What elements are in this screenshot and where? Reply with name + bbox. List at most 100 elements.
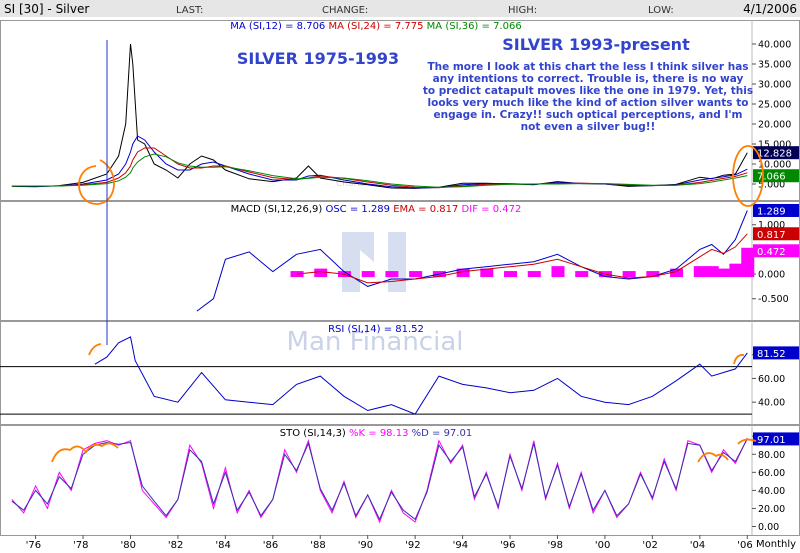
- y-tick-label: 60.00: [758, 468, 785, 479]
- legend-entry: MACD (SI,12,26,9): [231, 204, 323, 215]
- dif-bar: [741, 247, 755, 278]
- panel-legend: MACD (SI,12,26,9) OSC = 1.289 EMA = 0.81…: [231, 204, 522, 215]
- x-axis: '76 '78 '80 '82 '84 '86 '88 '90 '92 '94 '96 '98 '00 '…: [26, 535, 753, 551]
- watermark: Man Financial: [287, 327, 464, 357]
- y-tick-label: 10.000: [758, 160, 791, 171]
- legend-entry: MA (SI,36) = 7.066: [424, 21, 522, 32]
- y-tick-label: -0.500: [758, 294, 789, 305]
- header-bar: [0, 0, 800, 17]
- legend-entry: STO (SI,14,3): [280, 428, 346, 439]
- value-box-label: 81.52: [757, 349, 786, 360]
- commentary: The more I look at this chart the less I…: [423, 61, 753, 133]
- dif-bar: [409, 271, 423, 278]
- low-label: LOW:: [648, 5, 674, 16]
- x-tick-label: '78: [73, 540, 88, 551]
- commentary-line: The more I look at this chart the less I…: [427, 61, 748, 73]
- legend-entry: OSC = 1.289: [322, 204, 390, 215]
- dif-bar: [527, 271, 541, 278]
- commentary-line: engage in. Crazy!! such optical percepti…: [433, 109, 742, 121]
- dif-bar: [314, 268, 328, 278]
- dif-bar: [646, 271, 660, 278]
- panel-legend: MA (SI,12) = 8.706 MA (SI,24) = 7.775 MA…: [230, 21, 521, 32]
- series-k: [11, 437, 748, 524]
- high-label: HIGH:: [508, 5, 537, 16]
- panel-legend: RSI (SI,14) = 81.52: [328, 324, 424, 335]
- x-tick-label: '06: [737, 540, 752, 551]
- value-box: [753, 169, 799, 183]
- dif-bar: [456, 268, 470, 278]
- y-tick-label: 15.000: [758, 140, 791, 151]
- rsi-peak-mark-2006: [733, 354, 745, 365]
- value-box-label: 0.472: [757, 247, 786, 258]
- price-panel: 40.000 35.000 30.000 25.000 20.000 15.000 10.0…: [11, 21, 799, 191]
- legend-entry: %K = 98.13: [346, 428, 409, 439]
- sto-peak-marks-1979: [51, 442, 119, 463]
- dif-bar: [361, 271, 375, 278]
- panel-frame-sto: [0, 425, 800, 536]
- series-ema: [296, 233, 748, 284]
- y-tick-label: 5.000: [758, 180, 785, 191]
- legend-entry: MA (SI,12) = 8.706: [230, 21, 325, 32]
- dif-bar: [705, 266, 719, 278]
- x-tick-label: '92: [405, 540, 420, 551]
- commentary-line: to predict catapult moves like the one i…: [423, 85, 753, 97]
- rsi-peak-mark-1980: [88, 343, 102, 356]
- x-tick-label: '76: [26, 540, 41, 551]
- dif-bar: [480, 268, 494, 278]
- x-tick-label: '02: [642, 540, 657, 551]
- value-box: [753, 346, 799, 360]
- dif-bar: [575, 271, 589, 278]
- x-tick-label: '80: [120, 540, 135, 551]
- legend-entry: %D = 97.01: [408, 428, 472, 439]
- value-box: [753, 203, 799, 217]
- y-tick-label: 60.00: [758, 374, 785, 385]
- x-tick-label: '00: [595, 540, 610, 551]
- symbol-title: SI [30] - Silver: [4, 2, 89, 16]
- change-label: CHANGE:: [322, 5, 368, 16]
- chart-date: 4/1/2006: [743, 2, 797, 16]
- dif-bar: [385, 271, 399, 278]
- title-right: SILVER 1993-present: [502, 35, 690, 54]
- series-ma-si-24-: [11, 147, 748, 189]
- x-tick-label: '96: [500, 540, 515, 551]
- y-tick-label: 20.000: [758, 120, 791, 131]
- frequency-label: Monthly: [756, 539, 796, 550]
- y-tick-label: 30.000: [758, 80, 791, 91]
- title-left: SILVER 1975-1993: [237, 49, 399, 68]
- legend-entry: EMA = 0.817: [390, 204, 458, 215]
- y-tick-label: 40.00: [758, 486, 785, 497]
- dif-bar: [551, 266, 565, 278]
- commentary-line: looks very much like the kind of action …: [428, 97, 749, 109]
- series-rsi: [94, 336, 748, 415]
- value-box-label: 97.01: [757, 435, 786, 446]
- x-tick-label: '90: [358, 540, 373, 551]
- y-tick-label: 40.00: [758, 398, 785, 409]
- legend-entry: RSI (SI,14) = 81.52: [328, 324, 424, 335]
- sto-peak-marks-2005: [697, 452, 729, 463]
- value-box-label: 0.817: [757, 230, 786, 241]
- value-box: [753, 432, 799, 446]
- highlight-marks: [51, 145, 764, 463]
- x-tick-label: '84: [215, 540, 230, 551]
- dif-bar: [729, 263, 743, 278]
- y-tick-label: 0.00: [758, 522, 779, 533]
- y-tick-label: 80.00: [758, 450, 785, 461]
- value-box: [753, 146, 799, 160]
- commentary-line: any intentions to correct. Trouble is, t…: [433, 73, 744, 85]
- dif-bar: [622, 271, 636, 278]
- highlight-circle-1979: [78, 159, 115, 205]
- legend-entry: DIF = 0.472: [458, 204, 521, 215]
- series-ma-si-36-: [11, 153, 748, 188]
- value-box: [753, 227, 799, 241]
- series-d: [11, 438, 748, 521]
- dif-bar: [693, 266, 707, 278]
- x-tick-label: '88: [310, 540, 325, 551]
- series-ma-si-12-: [11, 135, 748, 189]
- sto-peak-mark-2006: [737, 438, 757, 445]
- series-osc: [196, 210, 748, 312]
- value-box-label: 7.066: [757, 172, 786, 183]
- y-tick-label: 0.000: [758, 270, 785, 281]
- highlight-circle-2006: [732, 145, 764, 207]
